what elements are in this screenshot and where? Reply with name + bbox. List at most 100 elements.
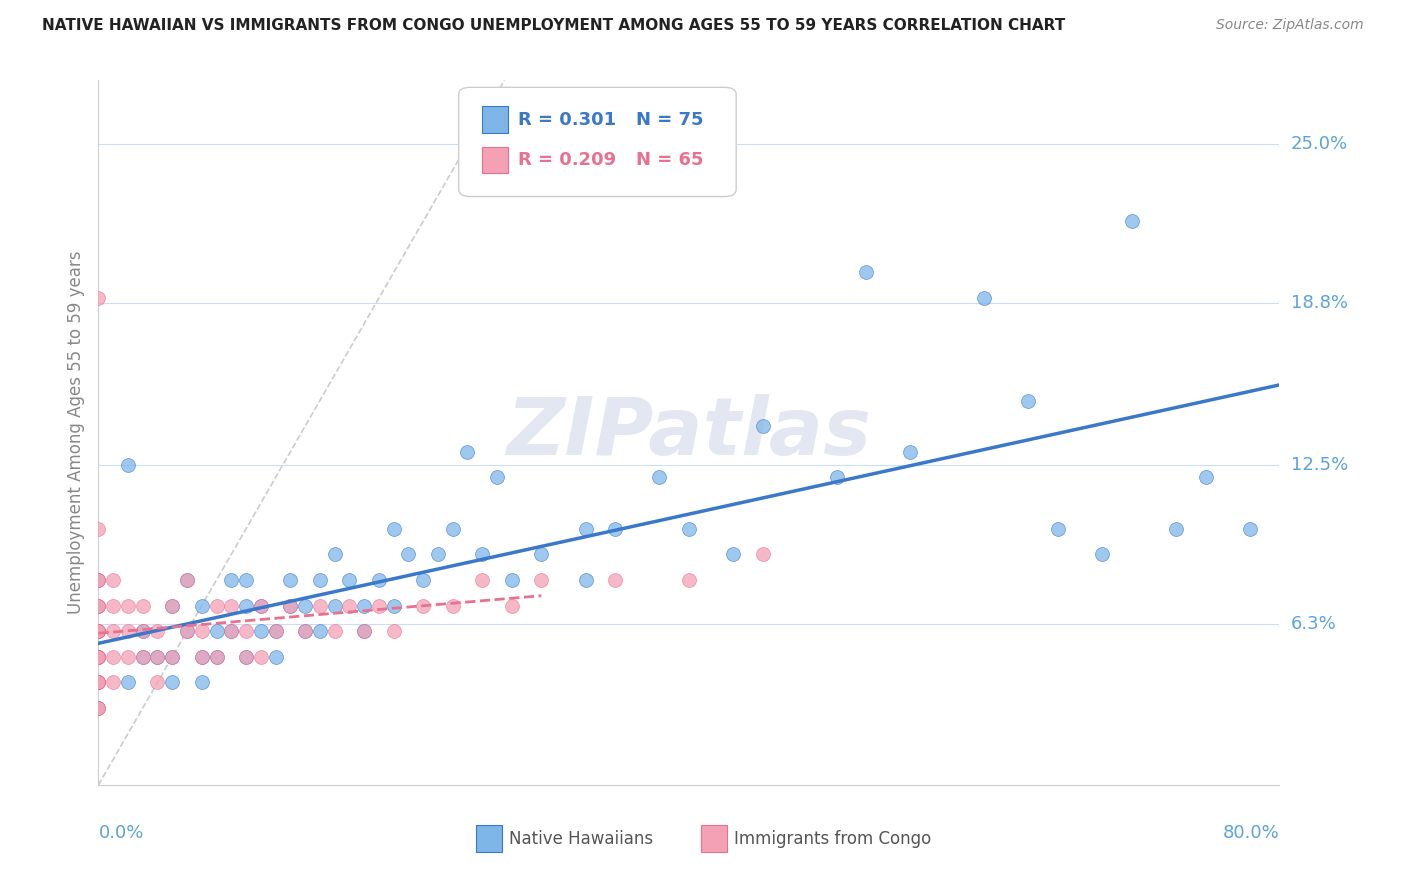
Point: [501, 573, 523, 587]
Point: [103, 573, 125, 587]
Point: [87, 649, 110, 664]
Point: [221, 573, 243, 587]
Point: [162, 599, 183, 613]
Point: [1091, 547, 1114, 561]
Point: [146, 624, 169, 639]
Point: [1046, 522, 1070, 536]
Point: [530, 547, 553, 561]
Point: [264, 624, 287, 639]
Point: [87, 649, 110, 664]
Point: [427, 547, 450, 561]
Point: [87, 624, 110, 639]
Point: [368, 573, 391, 587]
Point: [250, 624, 273, 639]
Point: [191, 649, 214, 664]
Point: [221, 599, 243, 613]
Text: 25.0%: 25.0%: [1291, 136, 1348, 153]
Point: [176, 573, 198, 587]
Point: [87, 701, 110, 715]
Point: [323, 599, 346, 613]
Point: [530, 573, 553, 587]
Point: [382, 599, 405, 613]
Point: [221, 624, 243, 639]
Point: [1195, 470, 1218, 484]
Point: [87, 675, 110, 690]
Point: [205, 649, 228, 664]
Point: [323, 624, 346, 639]
Point: [176, 573, 198, 587]
Point: [132, 649, 155, 664]
Point: [162, 675, 183, 690]
Point: [87, 624, 110, 639]
Point: [87, 701, 110, 715]
Point: [87, 675, 110, 690]
Point: [117, 675, 139, 690]
Point: [87, 624, 110, 639]
Point: [294, 624, 316, 639]
Point: [441, 522, 464, 536]
Point: [250, 649, 273, 664]
Point: [191, 624, 214, 639]
Point: [309, 599, 332, 613]
Point: [382, 624, 405, 639]
Point: [87, 675, 110, 690]
Point: [752, 419, 775, 434]
FancyBboxPatch shape: [458, 87, 737, 196]
Point: [264, 649, 287, 664]
Point: [412, 599, 434, 613]
Point: [1018, 393, 1040, 408]
Point: [294, 599, 316, 613]
Point: [1239, 522, 1261, 536]
Point: [87, 624, 110, 639]
Point: [752, 547, 775, 561]
Point: [825, 470, 848, 484]
Point: [87, 522, 110, 536]
Point: [235, 624, 257, 639]
Point: [678, 573, 700, 587]
Point: [280, 599, 302, 613]
Text: R = 0.209: R = 0.209: [517, 151, 616, 169]
Text: R = 0.301: R = 0.301: [517, 111, 616, 128]
Point: [191, 675, 214, 690]
Point: [575, 522, 598, 536]
Text: 12.5%: 12.5%: [1291, 456, 1348, 474]
Bar: [477, 825, 502, 852]
Point: [605, 573, 627, 587]
Point: [87, 624, 110, 639]
Point: [605, 522, 627, 536]
Point: [323, 547, 346, 561]
Point: [441, 599, 464, 613]
Point: [457, 445, 479, 459]
Point: [382, 522, 405, 536]
Point: [103, 675, 125, 690]
Point: [235, 599, 257, 613]
Point: [87, 649, 110, 664]
Point: [205, 624, 228, 639]
Point: [973, 291, 995, 305]
Point: [205, 649, 228, 664]
Bar: [700, 825, 727, 852]
Point: [87, 573, 110, 587]
Point: [250, 599, 273, 613]
Point: [87, 649, 110, 664]
Point: [294, 624, 316, 639]
Point: [87, 675, 110, 690]
Point: [132, 599, 155, 613]
Point: [205, 599, 228, 613]
Text: 6.3%: 6.3%: [1291, 615, 1336, 632]
Point: [486, 470, 509, 484]
Point: [280, 573, 302, 587]
Point: [723, 547, 745, 561]
Point: [87, 649, 110, 664]
Point: [264, 624, 287, 639]
Point: [1166, 522, 1188, 536]
Point: [353, 624, 375, 639]
Bar: [482, 106, 508, 133]
Point: [900, 445, 922, 459]
Point: [501, 599, 523, 613]
Point: [353, 599, 375, 613]
Point: [146, 675, 169, 690]
Point: [103, 599, 125, 613]
Point: [117, 599, 139, 613]
Text: 18.8%: 18.8%: [1291, 294, 1347, 312]
